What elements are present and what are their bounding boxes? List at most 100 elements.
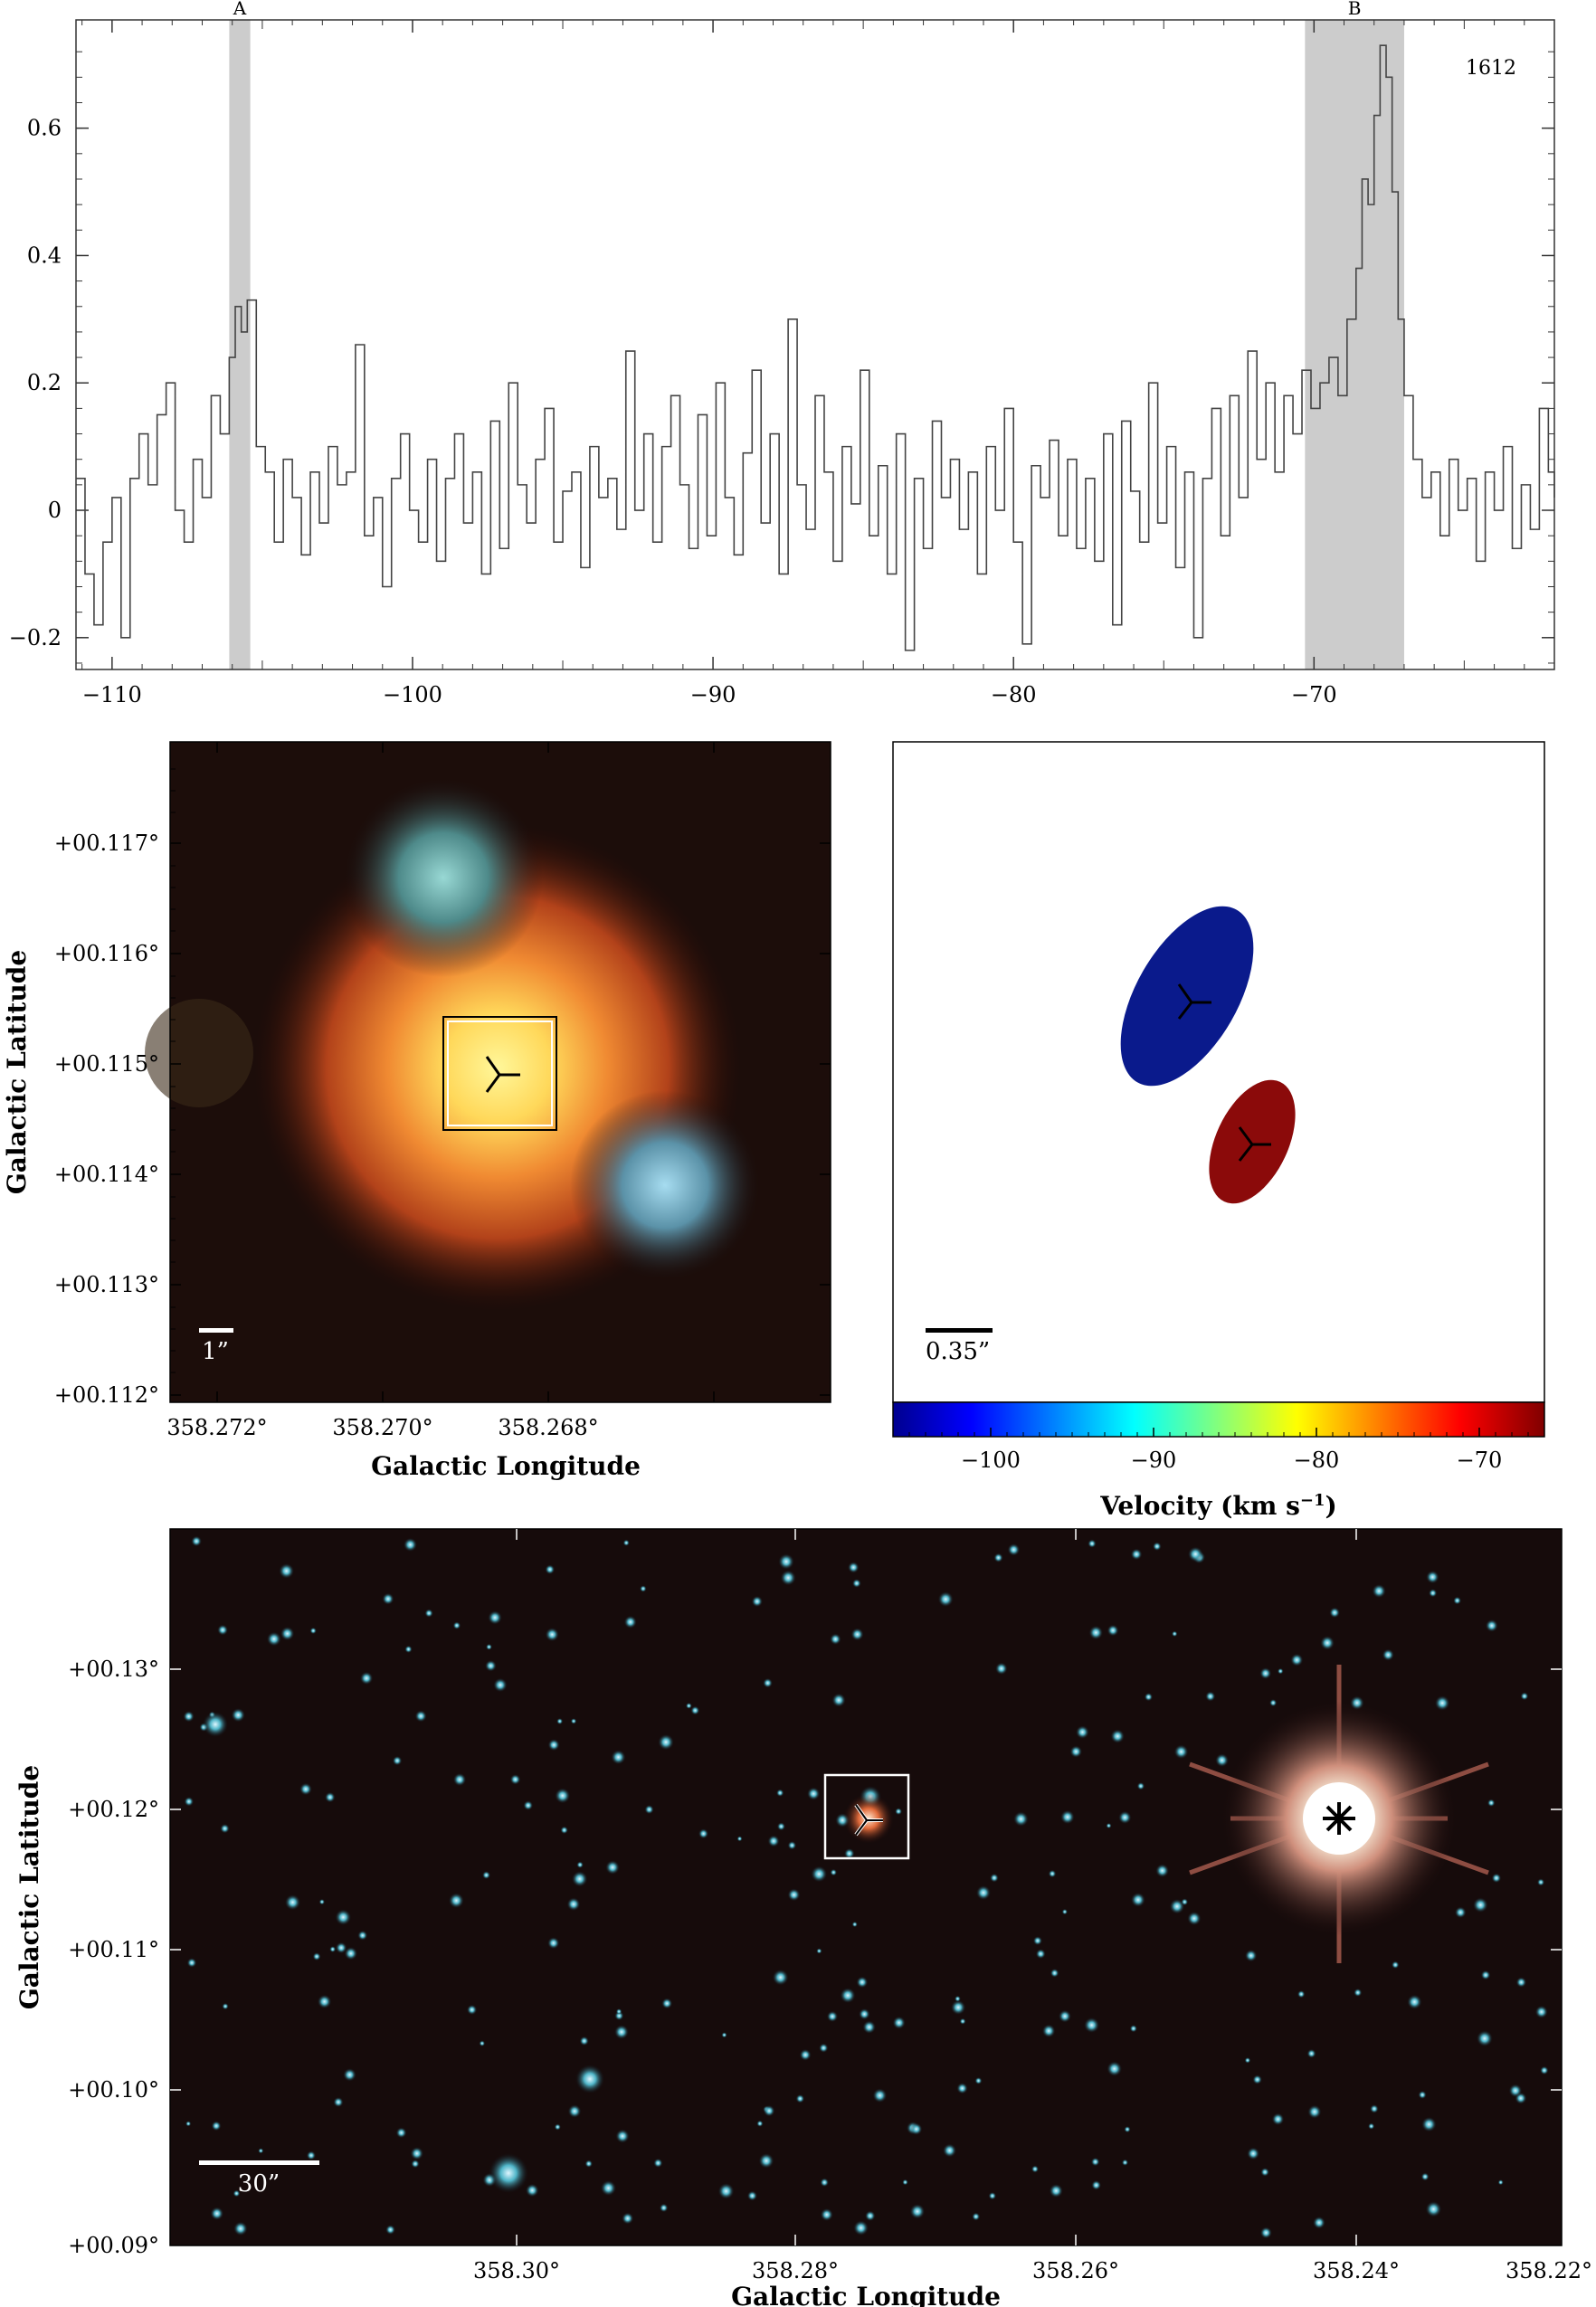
x-tick-label: −100 — [383, 682, 442, 707]
star — [344, 1946, 358, 1960]
x-tick-label: −70 — [1291, 682, 1337, 707]
maser-spot-red-icon — [1238, 1126, 1271, 1162]
star — [1290, 1653, 1304, 1666]
colorbar — [892, 1401, 1545, 1438]
star — [1041, 2024, 1056, 2038]
star — [661, 1998, 673, 2009]
wide-image-frame — [169, 1528, 1563, 2246]
star — [324, 1791, 336, 1803]
star — [775, 1789, 784, 1797]
star — [382, 1592, 394, 1605]
star — [258, 2148, 264, 2154]
star — [1515, 1977, 1527, 1988]
star — [1372, 1583, 1386, 1599]
star — [217, 1624, 229, 1636]
star — [1152, 1542, 1162, 1552]
zoom-scalebar-label: 1” — [202, 1338, 229, 1365]
wide-y-tick-label: +00.12° — [68, 1797, 159, 1822]
wide-scalebar — [199, 2160, 319, 2165]
star — [819, 2043, 829, 2053]
star — [1136, 1781, 1145, 1790]
star — [1520, 1692, 1529, 1701]
zoom-image-x-tick-labels: 358.272° 358.270° 358.268° — [166, 1415, 598, 1440]
star — [1144, 1693, 1154, 1702]
star — [571, 1871, 588, 1887]
y-tick-label: 0 — [48, 498, 62, 523]
star — [411, 2159, 420, 2169]
star — [937, 1591, 954, 1608]
star — [1169, 1898, 1185, 1914]
colorbar-tick-label: −70 — [1457, 1448, 1503, 1473]
star — [1124, 2125, 1131, 2133]
star — [853, 2220, 869, 2236]
star — [1088, 1625, 1104, 1640]
zoom-image-frame — [169, 741, 831, 1403]
star — [1497, 2179, 1504, 2186]
target-marker-icon-inner — [855, 1804, 883, 1836]
zoom-image — [145, 742, 831, 1402]
star — [410, 2147, 424, 2160]
star — [1259, 2226, 1272, 2239]
star — [1454, 1906, 1467, 1919]
maser-scalebar-label: 0.35” — [926, 1338, 990, 1365]
star — [1107, 1624, 1119, 1637]
zoom-y-tick-label: +00.117° — [54, 831, 159, 856]
star — [1035, 1949, 1046, 1960]
star — [640, 1585, 647, 1592]
star — [780, 1570, 796, 1586]
star — [335, 1909, 352, 1925]
zoom-image-xlabel: Galactic Longitude — [371, 1451, 641, 1481]
wide-y-tick-label: +00.09° — [68, 2233, 159, 2258]
star — [787, 1888, 801, 1902]
star — [584, 2160, 594, 2168]
star — [222, 2002, 229, 2010]
star — [509, 1773, 521, 1785]
star — [318, 1898, 326, 1905]
star — [1215, 1753, 1230, 1768]
star — [414, 1710, 427, 1723]
zoom-image-minor-ticks — [170, 768, 176, 1373]
colorbar-tick-label: −80 — [1294, 1448, 1340, 1473]
star — [1320, 1636, 1335, 1650]
star — [317, 1994, 332, 2009]
star — [751, 1595, 763, 1608]
wide-y-tick-label: +00.13° — [68, 1657, 159, 1682]
star — [1277, 1667, 1284, 1675]
star — [816, 1948, 822, 1954]
star — [395, 2127, 407, 2139]
star — [1069, 1745, 1083, 1758]
star — [1173, 1744, 1189, 1760]
star — [556, 1718, 564, 1725]
star — [1425, 2201, 1442, 2217]
star — [479, 2040, 486, 2046]
star — [452, 1772, 467, 1787]
star — [851, 1579, 861, 1589]
zoom-x-tick-label: 358.268° — [498, 1415, 598, 1440]
spectrum-label: 1612 — [1466, 57, 1516, 80]
star — [1421, 2116, 1437, 2132]
star — [566, 1897, 581, 1912]
star — [767, 1835, 780, 1847]
star — [895, 1808, 903, 1816]
zoom-image-y-tick-labels: +00.117° +00.116° +00.115° +00.114° +00.… — [54, 831, 159, 1408]
star — [864, 2210, 876, 2222]
zoom-y-tick-label: +00.116° — [54, 941, 159, 966]
wide-x-tick-label: 358.26° — [1032, 2258, 1119, 2283]
star — [1271, 2112, 1285, 2126]
star — [343, 2068, 356, 2082]
star — [843, 1847, 855, 1859]
star — [758, 2152, 774, 2169]
zoom-x-tick-label: 358.272° — [166, 1415, 267, 1440]
star — [1476, 2030, 1493, 2047]
star — [1110, 1729, 1125, 1743]
star — [1391, 1960, 1400, 1970]
star — [872, 2088, 888, 2103]
star — [481, 1871, 491, 1880]
wide-image-y-tick-labels: +00.13° +00.12° +00.11° +00.10° +00.09° — [68, 1657, 159, 2258]
star — [995, 1662, 1008, 1676]
star — [1434, 1695, 1450, 1711]
star — [622, 2212, 634, 2225]
star — [1260, 2168, 1270, 2177]
star — [993, 1552, 1003, 1562]
